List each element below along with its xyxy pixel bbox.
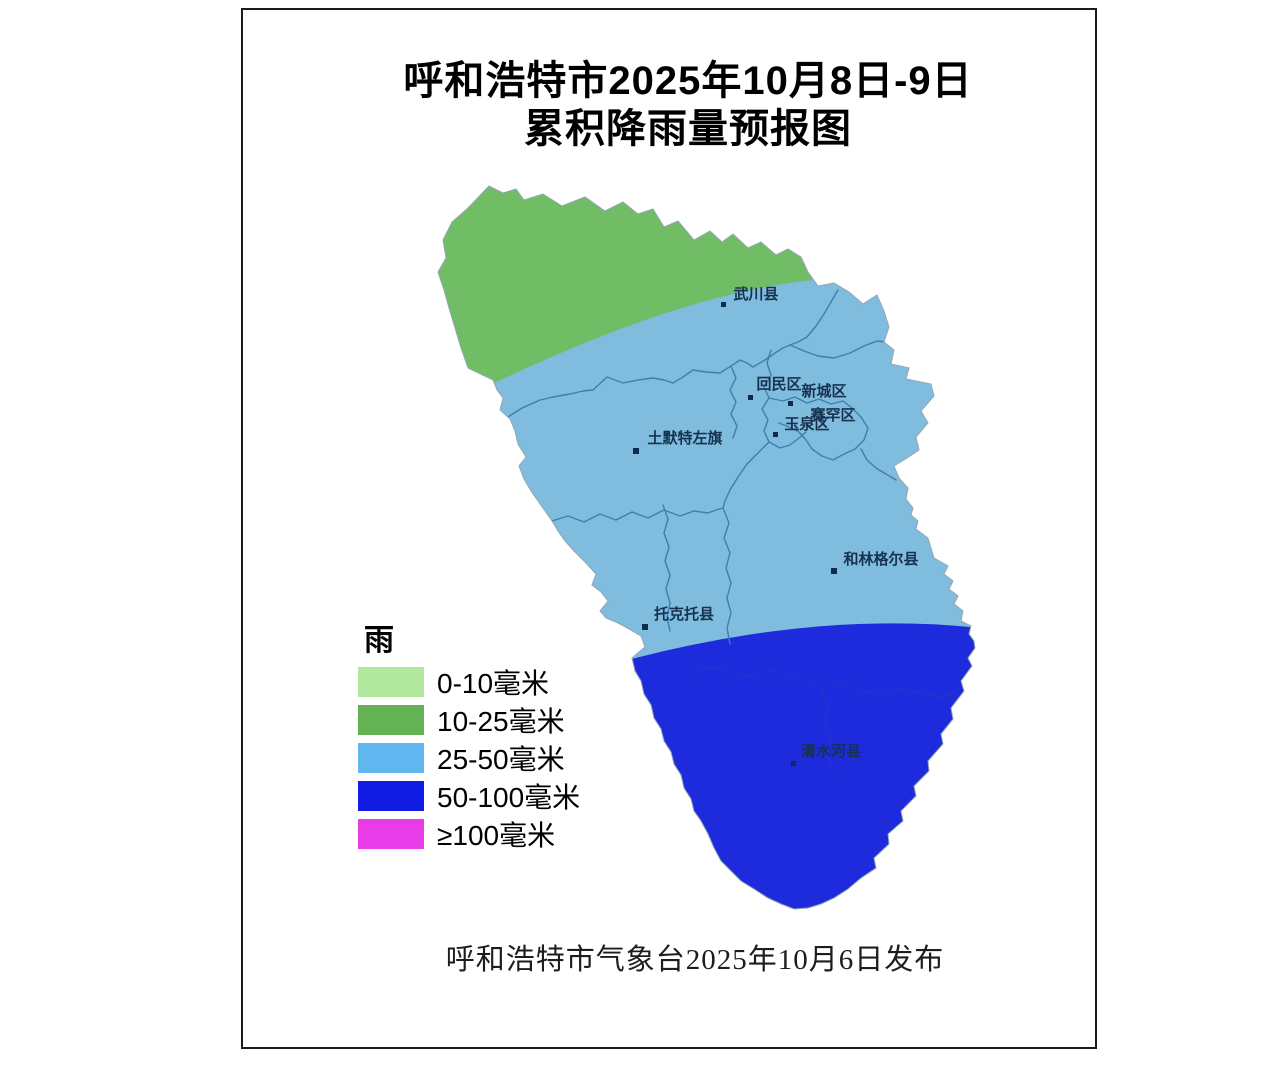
legend-label: 25-50毫米 [437, 744, 565, 775]
legend-label: 0-10毫米 [437, 668, 550, 699]
legend-item: 10-25毫米 [358, 705, 678, 737]
region-label-helingeer: 和林格尔县 [843, 550, 918, 568]
city-dot [831, 568, 837, 574]
city-dot [788, 401, 793, 406]
region-label-wuchuan: 武川县 [733, 285, 778, 303]
city-dot [791, 761, 796, 766]
region-label-qingshuihe: 清水河县 [801, 742, 861, 760]
page-title: 呼和浩特市2025年10月8日-9日 累积降雨量预报图 [48, 57, 1280, 153]
legend-item: ≥100毫米 [358, 819, 678, 851]
district-boundaries [507, 289, 897, 645]
city-dot [642, 624, 648, 630]
city-dot [748, 395, 753, 400]
legend-label: 10-25毫米 [437, 706, 565, 737]
city-dot [721, 302, 726, 307]
legend-title: 雨 [364, 624, 394, 657]
legend-item: 50-100毫米 [358, 781, 678, 813]
city-dot [773, 432, 778, 437]
page-title-line1: 呼和浩特市2025年10月8日-9日 [403, 59, 973, 103]
region-label-huimin: 回民区 [756, 376, 801, 393]
region-label-yuquan: 玉泉区 [784, 415, 829, 433]
rainfall-legend: 雨 0-10毫米 10-25毫米 25-50毫米 50-100毫米 ≥100毫米 [358, 624, 678, 857]
district-boundaries-south [691, 666, 958, 770]
legend-swatch-25-50mm [358, 743, 424, 773]
legend-swatch-gte-100mm [358, 819, 424, 849]
legend-item: 25-50毫米 [358, 743, 678, 775]
legend-swatch-0-10mm [358, 667, 424, 697]
region-labels: 武川县 回民区 新城区 赛罕区 玉泉区 土默特左旗 和林格尔县 托克托县 清水河… [647, 285, 918, 760]
legend-item: 0-10毫米 [358, 667, 678, 699]
city-dot [633, 448, 639, 454]
page-title-line2: 累积降雨量预报图 [524, 107, 852, 151]
legend-swatch-10-25mm [358, 705, 424, 735]
legend-swatch-50-100mm [358, 781, 424, 811]
city-outline [437, 185, 976, 910]
region-label-tumotezuoqi: 土默特左旗 [647, 429, 722, 447]
legend-label: 50-100毫米 [437, 782, 581, 813]
region-label-xincheng: 新城区 [801, 382, 846, 400]
city-dots [633, 302, 837, 766]
region-label-tuoketuo: 托克托县 [654, 605, 714, 623]
issuer-caption: 呼和浩特市气象台2025年10月6日发布 [445, 944, 945, 976]
region-label-saihan: 赛罕区 [809, 406, 855, 424]
legend-label: ≥100毫米 [437, 820, 556, 851]
